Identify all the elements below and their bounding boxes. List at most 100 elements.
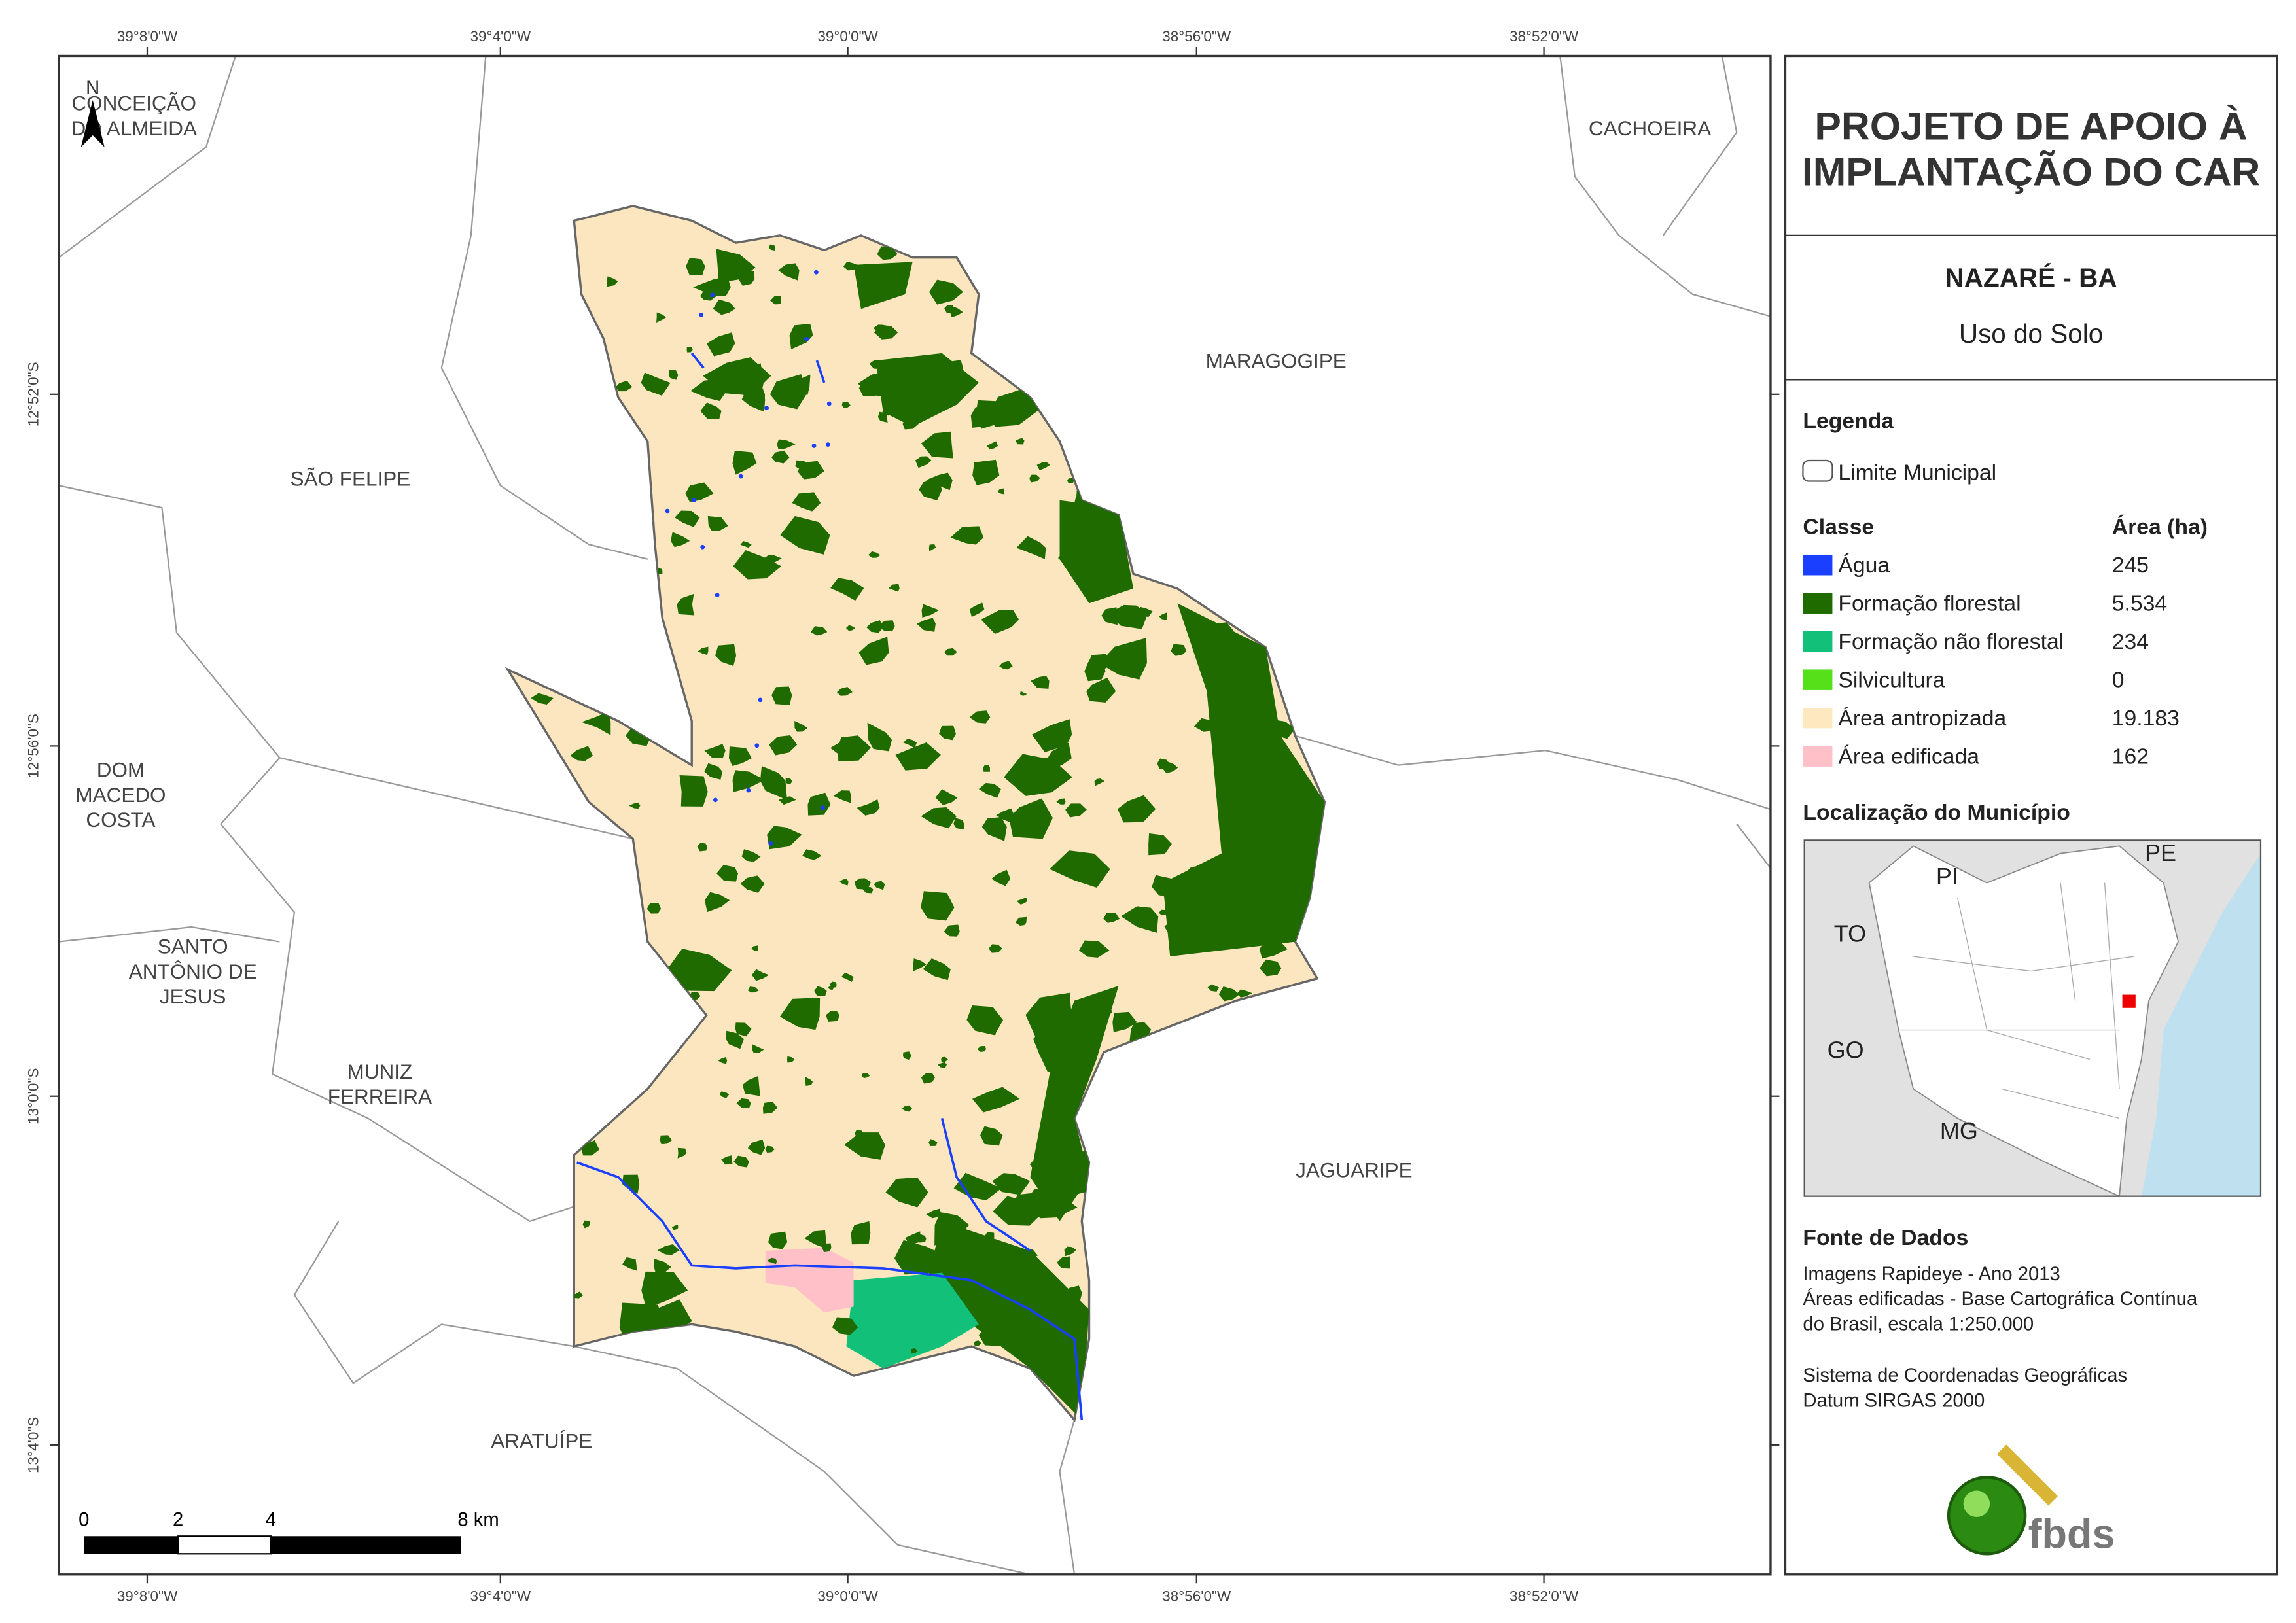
forest	[841, 972, 854, 982]
forest	[953, 1172, 1002, 1200]
forest	[1269, 741, 1280, 747]
forest	[1036, 461, 1050, 471]
forest	[778, 263, 800, 281]
legend-class: Silvicultura	[1838, 667, 1945, 692]
state-label: GO	[1828, 1036, 1864, 1063]
water	[692, 498, 696, 503]
water	[811, 444, 817, 448]
ocean	[2141, 840, 2261, 1196]
scale-segment	[84, 1536, 179, 1554]
forest	[1268, 719, 1296, 739]
forest	[707, 515, 728, 531]
forest	[919, 479, 942, 500]
legend-area: 234	[2112, 629, 2149, 654]
forest	[826, 1011, 839, 1022]
graticule-labels: 39°8'0"W 39°8'0"W 39°4'0"W 39°4'0"W 39°0'0"W…	[26, 28, 1814, 1604]
forest	[770, 296, 781, 305]
forest	[861, 1072, 870, 1079]
source-line: Sistema de Coordenadas Geográficas	[1803, 1365, 2127, 1386]
forest	[830, 578, 864, 601]
place-name: MUNIZ	[347, 1060, 413, 1083]
forest	[974, 1340, 981, 1346]
forest	[1036, 1328, 1060, 1359]
forest	[1157, 758, 1169, 769]
forest	[869, 360, 883, 370]
forest	[921, 604, 940, 618]
forest	[740, 541, 752, 548]
forest	[738, 269, 755, 286]
forest	[704, 744, 726, 758]
forest	[686, 346, 693, 353]
forest	[704, 763, 722, 780]
forest	[980, 1126, 1003, 1146]
forest	[928, 1139, 938, 1146]
forest	[989, 944, 1002, 953]
forest	[833, 790, 851, 803]
forest	[844, 1132, 885, 1160]
forest	[978, 1327, 1001, 1346]
forest	[1117, 795, 1156, 823]
location-heading: Localização do Município	[1803, 800, 2070, 825]
forest	[832, 1317, 858, 1335]
place-name: FERREIRA	[328, 1085, 432, 1108]
forest	[921, 807, 957, 829]
forest	[1057, 1256, 1070, 1269]
forest	[668, 370, 679, 380]
forest	[780, 515, 830, 555]
forest	[807, 792, 831, 816]
forest	[1238, 778, 1271, 806]
forest	[706, 332, 735, 357]
forest	[910, 1348, 918, 1354]
forest	[1162, 603, 1325, 957]
forest	[830, 981, 837, 988]
forest	[1015, 916, 1027, 926]
forest	[1207, 984, 1220, 992]
forest	[943, 360, 963, 375]
north-symbol	[80, 99, 105, 147]
source-line: do Brasil, escala 1:250.000	[1803, 1314, 2034, 1335]
forest	[732, 770, 765, 792]
forest	[792, 492, 821, 512]
water	[713, 797, 718, 803]
forest	[1036, 809, 1044, 817]
place-name: DOM	[97, 758, 145, 782]
forest	[991, 389, 1040, 427]
area-header: Área (ha)	[2112, 515, 2208, 540]
forest	[921, 1073, 936, 1084]
water	[804, 336, 809, 341]
forest	[733, 550, 782, 580]
inset-frame	[1803, 839, 2262, 1197]
forest	[733, 1155, 749, 1168]
water	[821, 805, 825, 811]
sources-heading: Fonte de Dados	[1803, 1225, 1968, 1250]
lon-label: 39°4'0"W	[470, 28, 531, 44]
forest	[804, 1230, 828, 1249]
forest	[1120, 906, 1159, 933]
forest	[1065, 1285, 1082, 1302]
forest	[867, 722, 892, 752]
legend-area: 19.183	[2112, 706, 2180, 731]
lon-label: 39°8'0"W	[117, 28, 178, 44]
forest	[1087, 654, 1109, 671]
forest	[926, 472, 953, 491]
boundary-label: Limite Municipal	[1838, 460, 1996, 485]
forest	[972, 1087, 1020, 1113]
forest	[853, 262, 913, 309]
water	[764, 406, 769, 410]
place-name: COSTA	[86, 808, 155, 831]
forest	[1218, 986, 1240, 1002]
logo-bar	[1996, 1444, 2058, 1506]
forest	[1018, 1248, 1038, 1260]
neighbor-boundaries	[59, 56, 1771, 1575]
forest	[944, 924, 960, 937]
forest	[915, 456, 932, 468]
forest	[698, 646, 709, 655]
forest	[690, 379, 727, 401]
forest	[983, 765, 990, 772]
forest	[1004, 754, 1072, 796]
title-line: IMPLANTAÇÃO DO CAR	[1802, 149, 2260, 194]
forest	[838, 735, 871, 762]
